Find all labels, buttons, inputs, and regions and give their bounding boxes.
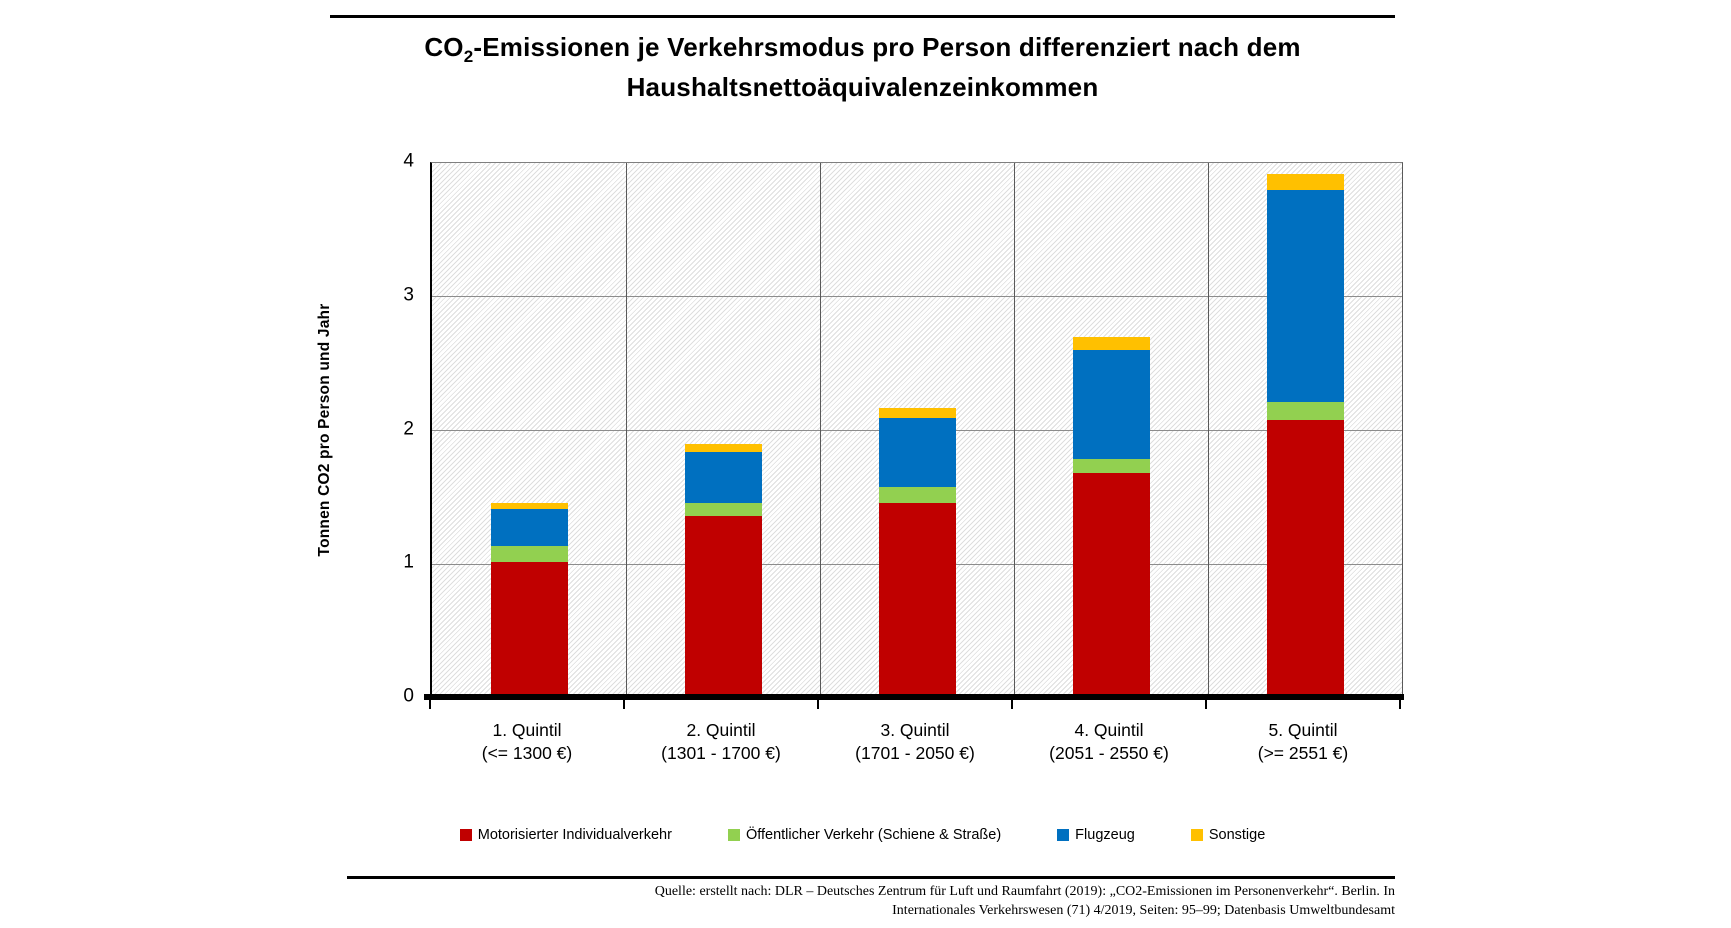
legend-label: Flugzeug (1075, 827, 1135, 843)
bar-segment-motorisierter-individualverkehr-q1 (490, 561, 568, 698)
x-axis-tick (817, 700, 819, 709)
category-separator (625, 163, 627, 698)
plot-area (430, 162, 1403, 698)
legend-label: Motorisierter Individualverkehr (477, 827, 672, 843)
x-category-label-line1: 1. Quintil (492, 720, 562, 740)
y-tick-label-4: 4 (403, 150, 414, 172)
x-axis-line (424, 694, 1404, 700)
x-category-label-line2: (1701 - 2050 €) (855, 743, 975, 763)
legend-label: Öffentlicher Verkehr (Schiene & Straße) (745, 827, 1002, 843)
bar-segment-motorisierter-individualverkehr-q3 (878, 502, 956, 698)
x-category-label-line1: 3. Quintil (880, 720, 950, 740)
x-category-label-line2: (1301 - 1700 €) (661, 743, 781, 763)
bar-segment-sonstige-q5 (1266, 173, 1344, 190)
category-separator (819, 163, 821, 698)
x-axis-tick (1205, 700, 1207, 709)
bar-segment-ffentlicher-verkehr-schiene-stra-e-q2 (684, 502, 762, 517)
x-category-label-q5: 5. Quintil (>= 2551 €) (1206, 719, 1400, 765)
legend-item-flugzeug: Flugzeug (1057, 827, 1135, 843)
legend-item-motorisierter-individualverkehr: Motorisierter Individualverkehr (459, 827, 672, 843)
bar-segment-motorisierter-individualverkehr-q2 (684, 516, 762, 698)
x-category-label-q2: 2. Quintil (1301 - 1700 €) (624, 719, 818, 765)
x-category-label-q3: 3. Quintil (1701 - 2050 €) (818, 719, 1012, 765)
x-axis-tick (1399, 700, 1401, 709)
sonstige-swatch (1190, 829, 1203, 841)
bar-segment-sonstige-q1 (490, 502, 568, 510)
x-axis-tick (623, 700, 625, 709)
bottom-rule (347, 876, 1395, 879)
bar-segment-ffentlicher-verkehr-schiene-stra-e-q4 (1072, 458, 1150, 474)
bar-segment-flugzeug-q4 (1072, 350, 1150, 459)
source-note: Quelle: erstellt nach: DLR – Deutsches Z… (347, 882, 1395, 920)
x-category-label-line1: 4. Quintil (1074, 720, 1144, 740)
source-line1: Quelle: erstellt nach: DLR – Deutsches Z… (654, 884, 1395, 899)
gridline-y-3 (432, 296, 1402, 298)
category-separator (1013, 163, 1015, 698)
legend-item-ffentlicher-verkehr-schiene-stra-e: Öffentlicher Verkehr (Schiene & Straße) (727, 827, 1002, 843)
chart-title-line2: Haushaltsnettoäquivalenzeinkommen (626, 72, 1099, 102)
y-tick-label-3: 3 (403, 284, 414, 306)
bar-segment-flugzeug-q3 (878, 418, 956, 487)
motorisierter-individualverkehr-swatch (459, 829, 472, 841)
source-line2: Internationales Verkehrswesen (71) 4/201… (892, 903, 1395, 918)
category-separator (1207, 163, 1209, 698)
legend-label: Sonstige (1208, 827, 1266, 843)
bar-segment-flugzeug-q1 (490, 509, 568, 546)
y-tick-label-1: 1 (403, 551, 414, 573)
co2-subscript: 2 (463, 47, 474, 67)
bar-segment-ffentlicher-verkehr-schiene-stra-e-q5 (1266, 402, 1344, 420)
bar-segment-sonstige-q3 (878, 407, 956, 419)
x-category-label-line1: 5. Quintil (1268, 720, 1338, 740)
legend: Motorisierter Individualverkehr Öffentlic… (330, 824, 1395, 846)
x-category-label-q1: 1. Quintil (<= 1300 €) (430, 719, 624, 765)
bar-segment-sonstige-q4 (1072, 336, 1150, 351)
bar-segment-ffentlicher-verkehr-schiene-stra-e-q3 (878, 486, 956, 503)
y-tick-label-0: 0 (403, 685, 414, 707)
bar-segment-ffentlicher-verkehr-schiene-stra-e-q1 (490, 545, 568, 562)
chart-title-line1: CO2-Emissionen je Verkehrsmodus pro Pers… (424, 32, 1301, 67)
bar-segment-flugzeug-q2 (684, 451, 762, 503)
x-category-label-line2: (<= 1300 €) (481, 743, 573, 763)
top-rule (330, 15, 1395, 18)
x-category-label-line2: (>= 2551 €) (1257, 743, 1349, 763)
x-category-label-q4: 4. Quintil (2051 - 2550 €) (1012, 719, 1206, 765)
bar-segment-motorisierter-individualverkehr-q5 (1266, 419, 1344, 698)
y-tick-label-2: 2 (403, 418, 414, 440)
bar-segment-motorisierter-individualverkehr-q4 (1072, 473, 1150, 698)
flugzeug-swatch (1057, 829, 1070, 841)
x-axis-tick (429, 700, 431, 709)
y-axis-title: Tonnen CO2 pro Person und Jahr (316, 303, 333, 557)
x-category-label-line2: (2051 - 2550 €) (1049, 743, 1169, 763)
bar-segment-flugzeug-q5 (1266, 189, 1344, 403)
legend-item-sonstige: Sonstige (1190, 827, 1266, 843)
chart-title: CO2-Emissionen je Verkehrsmodus pro Pers… (330, 27, 1395, 107)
x-category-label-line1: 2. Quintil (686, 720, 756, 740)
ffentlicher-verkehr-schiene-stra-e-swatch (727, 829, 740, 841)
x-axis-tick (1011, 700, 1013, 709)
bar-segment-sonstige-q2 (684, 443, 762, 452)
